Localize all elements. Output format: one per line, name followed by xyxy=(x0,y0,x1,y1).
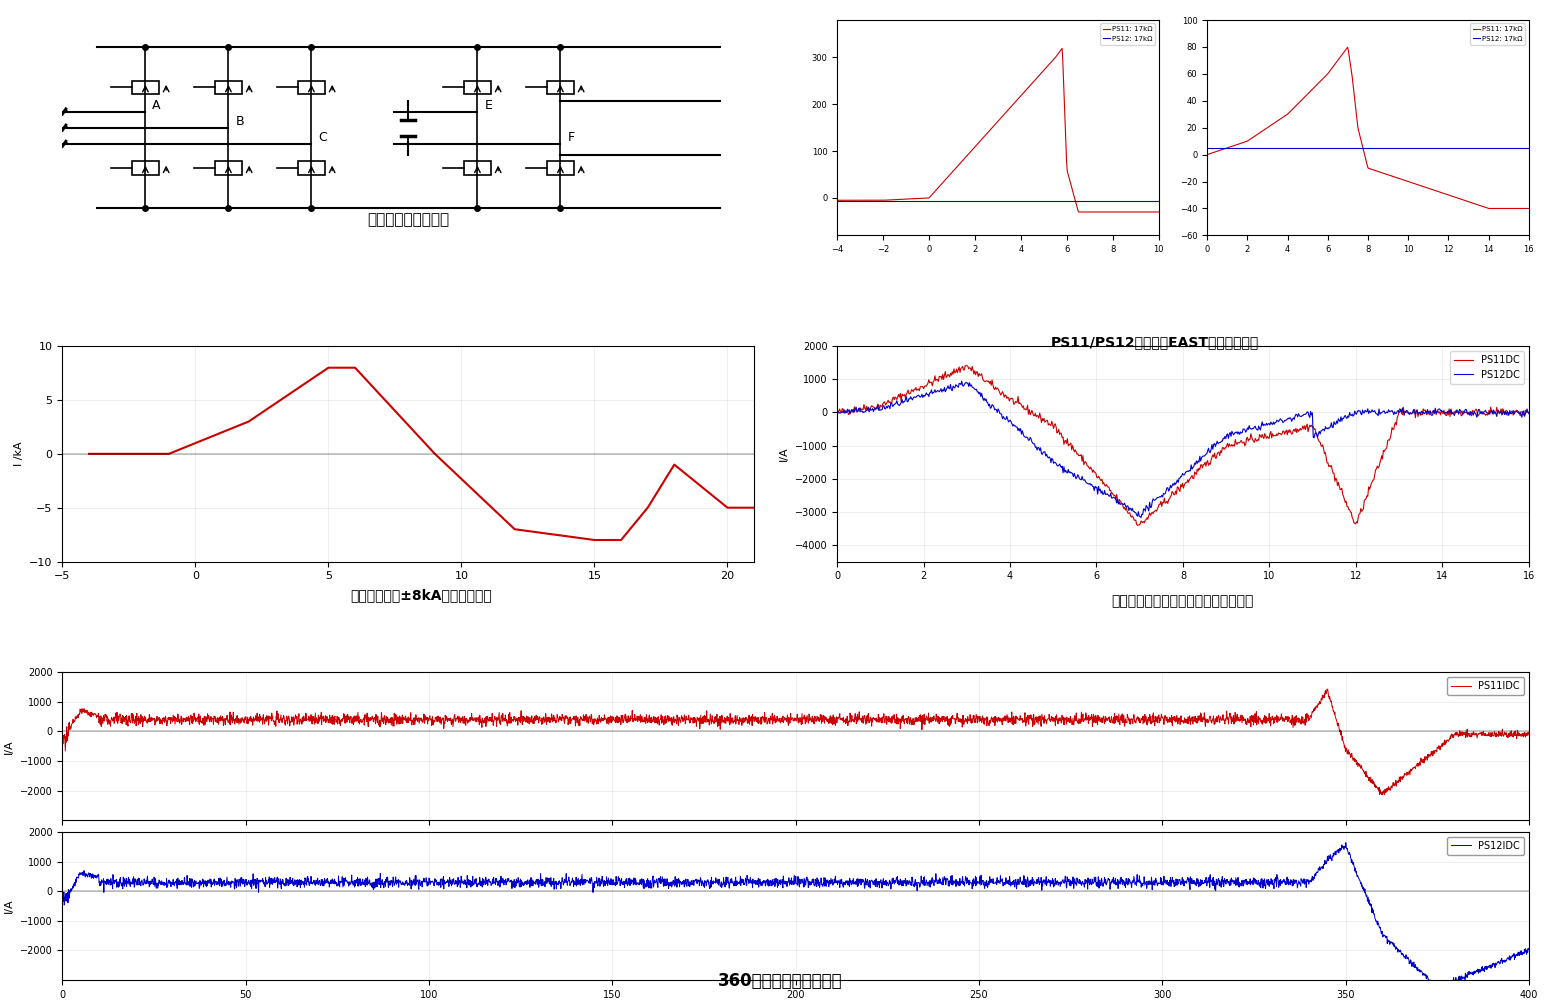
PS12DC xyxy=(1131,512,1150,524)
Legend: PS11DC, PS12DC: PS11DC, PS12DC xyxy=(1451,351,1524,384)
PS12DC xyxy=(953,375,972,387)
Legend: PS11: 17kΩ, PS12: 17kΩ: PS11: 17kΩ, PS12: 17kΩ xyxy=(1100,23,1156,44)
Text: A: A xyxy=(153,99,161,112)
Legend: PS11IDC: PS11IDC xyxy=(1448,677,1524,695)
PS11DC xyxy=(870,403,889,415)
PS11DC xyxy=(1354,503,1373,515)
Y-axis label: I/A: I/A xyxy=(5,899,14,913)
FancyBboxPatch shape xyxy=(131,81,159,94)
PS11DC xyxy=(1270,427,1289,439)
FancyBboxPatch shape xyxy=(131,161,159,175)
Text: B: B xyxy=(236,115,243,128)
Line: PS12DC: PS12DC xyxy=(838,381,1529,518)
Legend: PS12IDC: PS12IDC xyxy=(1448,837,1524,855)
Legend: PS11: 17kΩ, PS12: 17kΩ: PS11: 17kΩ, PS12: 17kΩ xyxy=(1470,23,1526,44)
PS11DC xyxy=(1519,406,1538,418)
PS11DC xyxy=(1426,407,1445,419)
FancyBboxPatch shape xyxy=(215,161,242,175)
Text: 超导磁体负载±8kA典型测试波形: 超导磁体负载±8kA典型测试波形 xyxy=(351,588,493,602)
Text: 360秒放电运行输出波形: 360秒放电运行输出波形 xyxy=(718,972,842,990)
Text: E: E xyxy=(484,99,493,112)
Text: C: C xyxy=(318,131,328,144)
FancyBboxPatch shape xyxy=(546,81,574,94)
Y-axis label: I/A: I/A xyxy=(778,447,789,461)
FancyBboxPatch shape xyxy=(463,161,491,175)
PS12DC xyxy=(1270,414,1289,426)
Y-axis label: I /kA: I /kA xyxy=(14,442,23,466)
PS12DC xyxy=(1354,407,1373,419)
FancyBboxPatch shape xyxy=(298,81,324,94)
FancyBboxPatch shape xyxy=(546,161,574,175)
Text: 新型磁体电源主拓扑: 新型磁体电源主拓扑 xyxy=(367,212,449,227)
Text: F: F xyxy=(568,131,574,144)
FancyBboxPatch shape xyxy=(215,81,242,94)
PS12DC xyxy=(870,404,889,416)
Y-axis label: I/A: I/A xyxy=(5,739,14,754)
PS11DC xyxy=(1128,519,1147,531)
PS11DC xyxy=(828,405,847,417)
FancyBboxPatch shape xyxy=(463,81,491,94)
PS12DC xyxy=(1426,407,1445,419)
FancyBboxPatch shape xyxy=(298,161,324,175)
Text: 等离子体放电条件下电源典型输出波形: 等离子体放电条件下电源典型输出波形 xyxy=(1112,595,1254,609)
PS12DC xyxy=(1231,426,1250,438)
PS11DC xyxy=(1231,435,1250,447)
PS11DC xyxy=(1250,434,1268,446)
PS11DC xyxy=(958,360,977,372)
PS12DC xyxy=(1250,420,1268,432)
PS12DC xyxy=(828,405,847,417)
PS12DC xyxy=(1519,408,1538,420)
Line: PS11DC: PS11DC xyxy=(838,366,1529,525)
Text: PS11/PS12首次投入EAST放电运行波形: PS11/PS12首次投入EAST放电运行波形 xyxy=(1050,335,1259,349)
